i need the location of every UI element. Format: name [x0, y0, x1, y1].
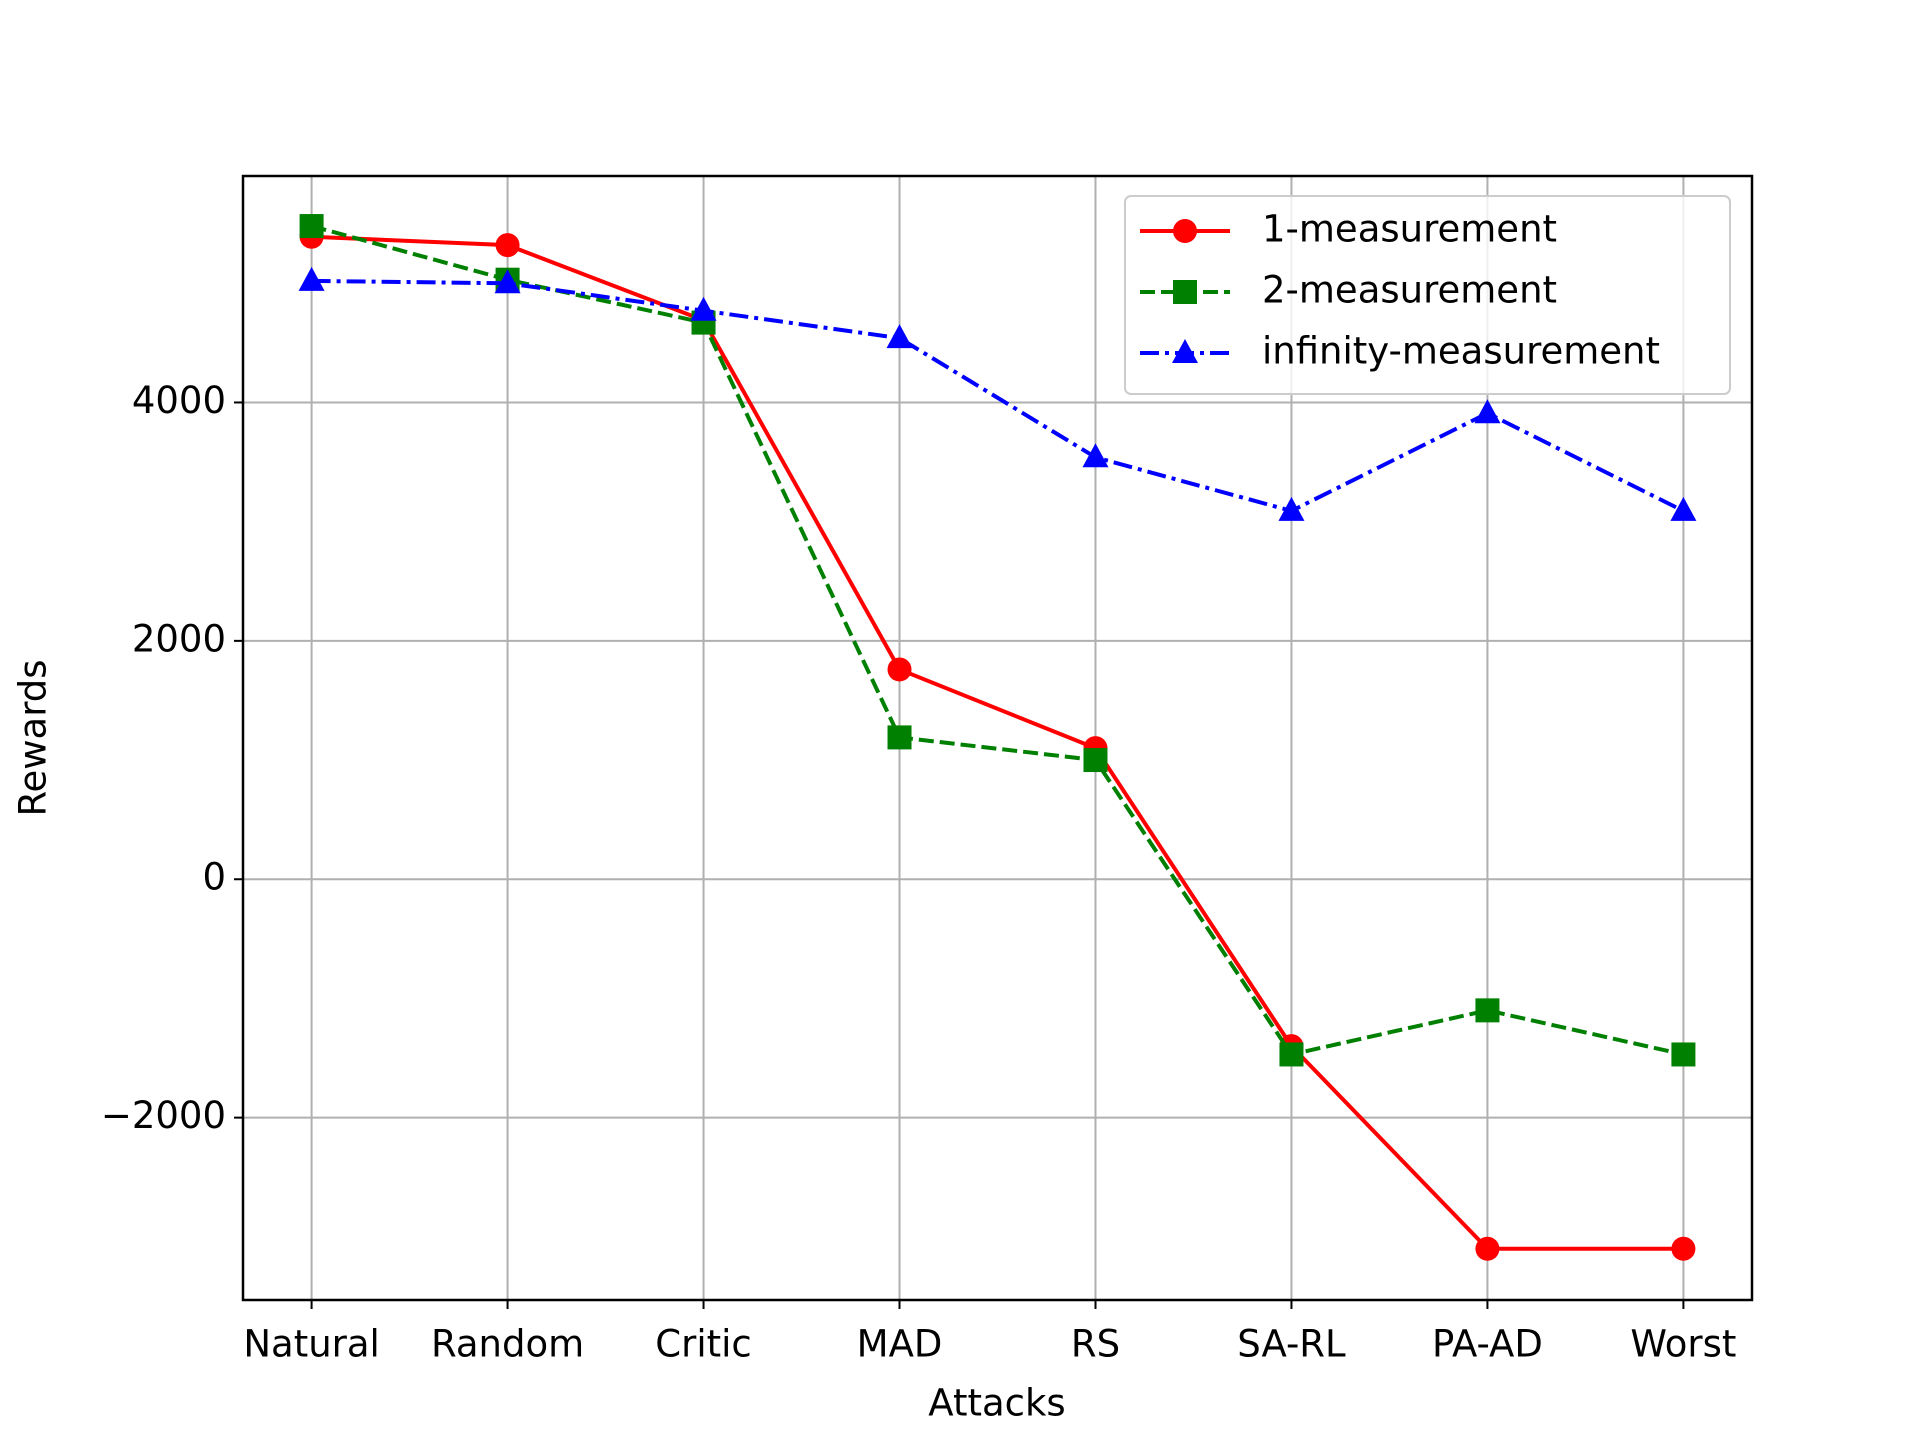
- legend-box: [1124, 195, 1731, 395]
- x-tick-label: Natural: [243, 1323, 379, 1366]
- legend-label: 1-measurement: [1262, 208, 1557, 251]
- grid: [243, 176, 1752, 1300]
- x-tick-label: PA-AD: [1432, 1323, 1543, 1366]
- y-tick-label: 4000: [132, 379, 226, 422]
- y-tick-label: 0: [202, 856, 226, 899]
- marker: [1173, 280, 1197, 304]
- marker: [1475, 1236, 1500, 1261]
- axes-frame: [241, 174, 1754, 1302]
- marker: [495, 233, 520, 258]
- marker: [1670, 496, 1697, 521]
- y-tick-label: −2000: [101, 1094, 226, 1137]
- plot-area: [298, 214, 1697, 1261]
- x-tick-label: MAD: [857, 1323, 943, 1366]
- marker: [1172, 339, 1198, 363]
- marker: [299, 214, 324, 239]
- marker: [1671, 1042, 1696, 1067]
- x-tick-label: Critic: [655, 1323, 751, 1366]
- marker: [1475, 998, 1500, 1023]
- legend-label: 2-measurement: [1262, 269, 1557, 312]
- marker: [1083, 748, 1108, 773]
- x-tick-label: SA-RL: [1237, 1323, 1346, 1366]
- marker: [1082, 443, 1109, 468]
- marker: [1173, 219, 1197, 243]
- marker: [887, 657, 912, 682]
- marker: [886, 324, 913, 349]
- y-axis-label: Rewards: [12, 659, 55, 816]
- marker: [1279, 1042, 1304, 1067]
- x-tick-label: Worst: [1630, 1323, 1736, 1366]
- series-line: [311, 278, 1685, 514]
- marker: [494, 269, 521, 294]
- marker: [1474, 399, 1501, 424]
- marker: [298, 266, 325, 291]
- marker: [1278, 496, 1305, 521]
- x-tick-label: RS: [1071, 1323, 1120, 1366]
- x-axis-label: Attacks: [928, 1382, 1065, 1425]
- y-tick-label: 2000: [132, 617, 226, 660]
- legend: 1-measurement 2-measurement infinity-measu…: [1124, 195, 1731, 395]
- marker: [887, 725, 912, 750]
- x-tick-label: Random: [431, 1323, 584, 1366]
- series-line: [311, 234, 1684, 1251]
- marker: [690, 296, 717, 321]
- marker: [1671, 1236, 1696, 1261]
- legend-label: infinity-measurement: [1262, 330, 1660, 373]
